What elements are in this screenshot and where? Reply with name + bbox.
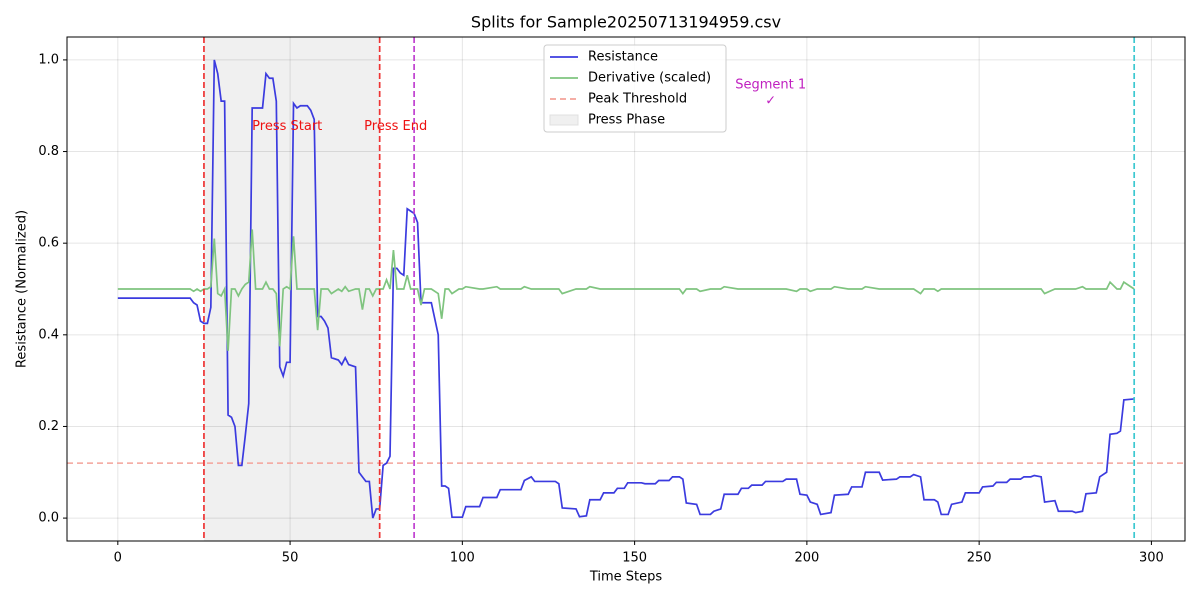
legend-label: Resistance (588, 50, 658, 65)
series-line (117, 59, 1135, 519)
legend-label: Peak Threshold (588, 92, 687, 107)
y-tick-label: 0.0 (38, 511, 59, 526)
x-tick-label: 200 (794, 551, 819, 566)
annotation: ✓ (765, 94, 776, 109)
series-line (117, 229, 1135, 351)
y-tick-label: 1.0 (38, 52, 59, 67)
plot-frame (66, 36, 1186, 542)
x-tick-label: 250 (967, 551, 992, 566)
x-tick-label: 150 (622, 551, 647, 566)
x-tick-label: 300 (1139, 551, 1164, 566)
y-tick-label: 0.4 (38, 327, 59, 342)
legend-swatch (549, 114, 579, 126)
x-tick-label: 100 (450, 551, 475, 566)
annotation: Press Start (252, 119, 322, 134)
legend-box (543, 44, 727, 133)
annotation: Segment 1 (735, 78, 806, 93)
legend-label: Derivative (scaled) (588, 71, 711, 86)
annotation: Press End (364, 119, 427, 134)
y-tick-label: 0.6 (38, 236, 59, 251)
y-tick-label: 0.2 (38, 419, 59, 434)
x-tick-label: 50 (282, 551, 299, 566)
x-tick-label: 0 (114, 551, 122, 566)
legend-label: Press Phase (588, 113, 665, 128)
y-tick-label: 0.8 (38, 144, 59, 159)
y-axis-label: Resistance (Normalized) (15, 210, 30, 368)
x-axis-label: Time Steps (589, 570, 663, 585)
chart-title: Splits for Sample20250713194959.csv (471, 13, 781, 32)
